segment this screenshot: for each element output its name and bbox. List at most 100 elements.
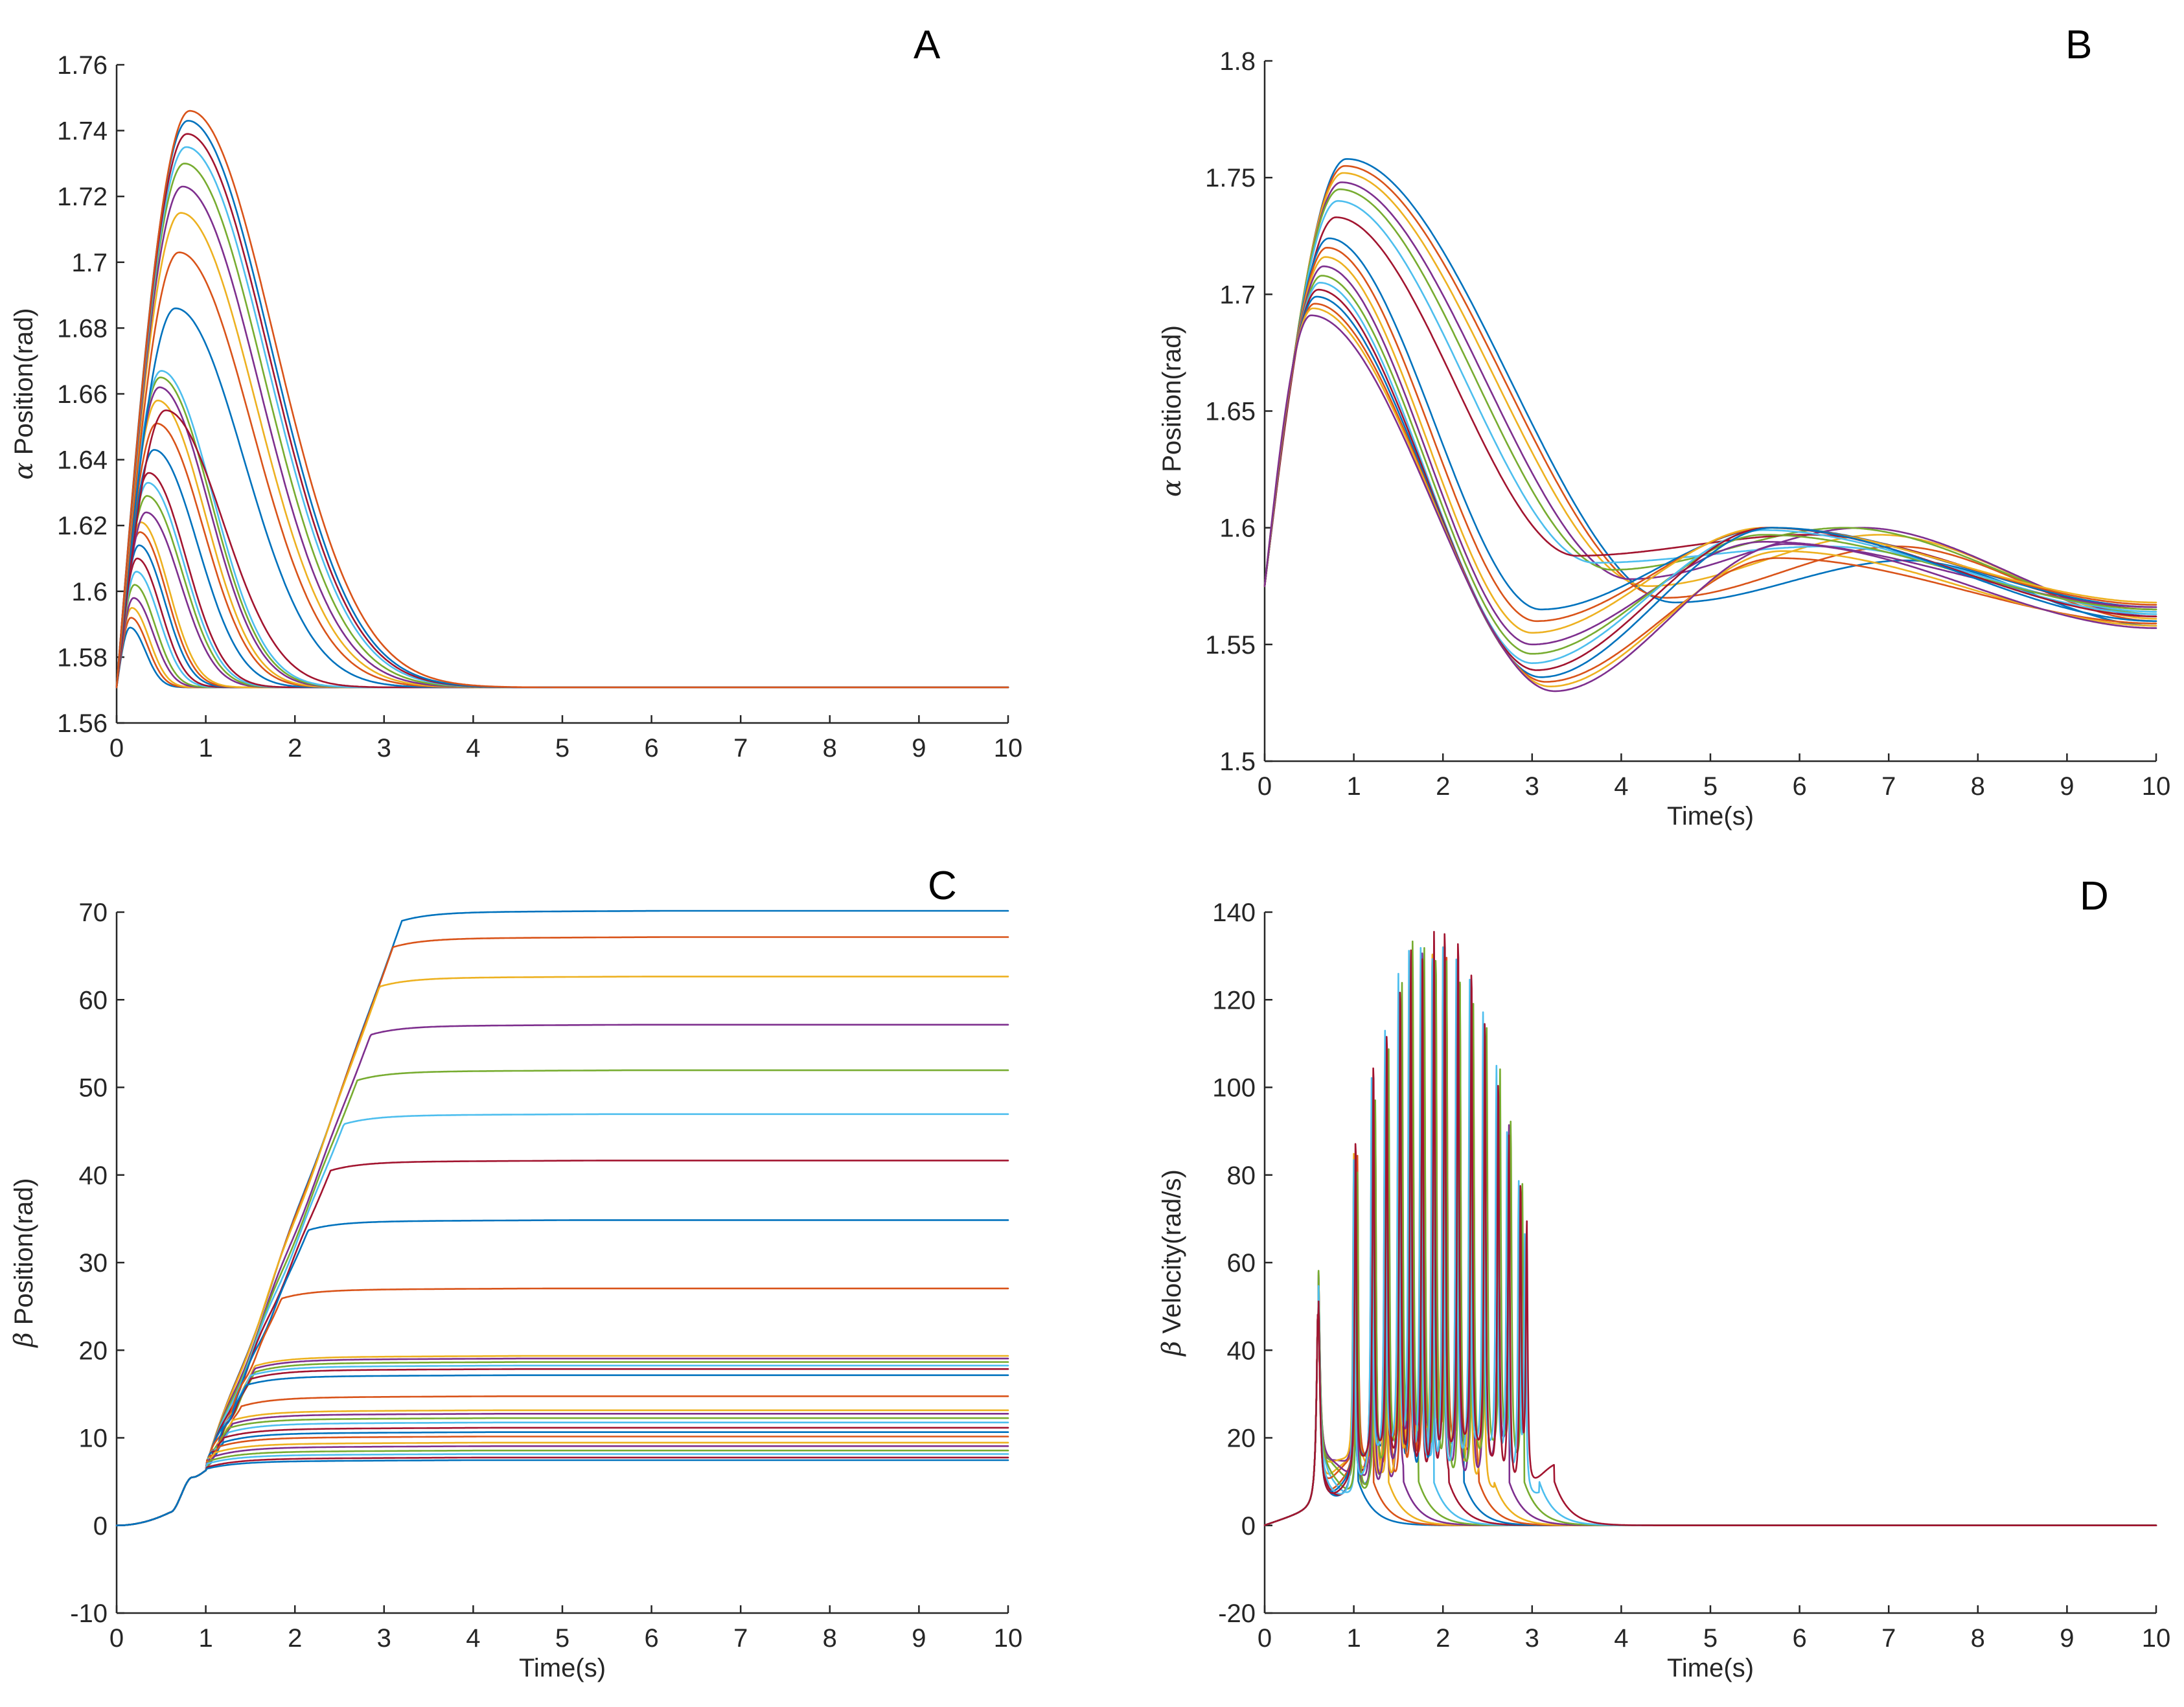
x-tick-label: 3	[1525, 1624, 1539, 1653]
y-tick-label: 20	[79, 1336, 108, 1365]
y-tick-label: 40	[1227, 1336, 1256, 1365]
x-tick-label: 9	[2060, 772, 2074, 801]
y-axis-symbol: β	[9, 1332, 39, 1348]
y-axis-symbol: α	[9, 462, 39, 479]
x-tick-label: 0	[1258, 772, 1272, 801]
y-axis-text: Position(rad)	[1158, 325, 1186, 479]
alpha-series-line	[115, 607, 1009, 689]
y-tick-label: 1.56	[57, 709, 108, 738]
x-axis-label: Time(s)	[519, 1654, 606, 1682]
x-tick-label: 5	[555, 1624, 569, 1653]
alpha-series-line	[115, 626, 1009, 689]
beta-position-series-line	[115, 1024, 1009, 1527]
x-tick-label: 2	[1436, 1624, 1450, 1653]
y-tick-label: 50	[79, 1074, 108, 1103]
alpha-series-line	[1263, 282, 2157, 664]
y-tick-label: 1.66	[57, 380, 108, 409]
panel-a-alpha-position: 0 1 2 3 4 5 6 7 8 9 10 1.56 1.58 1.6 1.62 1.64 1.66 1.68 1…	[9, 51, 1022, 762]
x-tick-label: 6	[1792, 772, 1806, 801]
alpha-series-line	[1263, 288, 2157, 671]
y-tick-label: 1.76	[57, 51, 108, 80]
beta-position-series-line	[115, 1431, 1009, 1527]
y-tick-label: 1.8	[1219, 47, 1256, 76]
y-axis-label: α Position(rad)	[9, 308, 39, 480]
x-tick-label: 7	[1881, 1624, 1896, 1653]
x-tick-label: 8	[823, 734, 837, 762]
alpha-series-line	[115, 109, 1009, 689]
y-tick-label: 1.65	[1205, 398, 1256, 426]
alpha-series-line	[115, 399, 1009, 689]
x-tick-label: 1	[198, 734, 213, 762]
y-tick-label: 1.58	[57, 643, 108, 672]
x-tick-label: 7	[733, 1624, 748, 1653]
x-tick-label: 10	[2142, 1624, 2171, 1653]
panel-b-alpha-position: 0 1 2 3 4 5 6 7 8 9 10 1.5 1.55 1.6 1.65 1.7 1.75 1.8 α Po…	[1157, 47, 2170, 831]
y-axis-label: α Position(rad)	[1157, 325, 1187, 497]
beta-position-series-line	[115, 1426, 1009, 1527]
alpha-series-line	[1263, 256, 2157, 634]
y-axis-label: β Position(rad)	[9, 1178, 39, 1349]
alpha-series-line	[115, 584, 1009, 689]
x-tick-label: 0	[1258, 1624, 1272, 1653]
y-tick-label: 100	[1212, 1074, 1256, 1103]
alpha-series-line	[1263, 303, 2157, 683]
beta-position-series-line	[115, 1395, 1009, 1527]
x-tick-label: 9	[912, 734, 926, 762]
beta-position-series-line	[115, 1368, 1009, 1527]
alpha-series-line	[115, 422, 1009, 689]
beta-position-series-line	[115, 1361, 1009, 1527]
y-tick-label: 80	[1227, 1162, 1256, 1190]
y-tick-label: 1.74	[57, 117, 108, 146]
beta-position-series-line	[115, 1456, 1009, 1527]
alpha-series-line	[115, 376, 1009, 689]
beta-position-series-line	[115, 1413, 1009, 1527]
alpha-series-line	[1263, 165, 2157, 623]
beta-position-series-line	[115, 1409, 1009, 1527]
beta-position-series-line	[115, 1453, 1009, 1527]
y-axis-text: Position(rad)	[10, 308, 38, 463]
x-tick-label: 3	[1525, 772, 1539, 801]
x-tick-label: 6	[644, 734, 658, 762]
alpha-series-line	[115, 146, 1009, 689]
y-tick-label: 0	[1241, 1512, 1256, 1541]
beta-position-series-line	[115, 1357, 1009, 1527]
y-tick-label: 1.55	[1205, 631, 1256, 659]
beta-position-series-line	[115, 1445, 1009, 1527]
x-tick-label: 7	[733, 734, 748, 762]
beta-position-series-line	[115, 1160, 1009, 1527]
x-tick-label: 2	[288, 734, 302, 762]
x-tick-label: 3	[377, 1624, 391, 1653]
alpha-series-line	[115, 481, 1009, 689]
alpha-series-line	[115, 521, 1009, 689]
x-axis-label: Time(s)	[1667, 802, 1754, 831]
x-tick-label: 4	[1614, 772, 1628, 801]
beta-position-series-line	[115, 1441, 1009, 1527]
x-tick-label: 5	[1703, 772, 1718, 801]
beta-position-series-line	[115, 1449, 1009, 1527]
x-tick-label: 2	[288, 1624, 302, 1653]
y-tick-label: 1.68	[57, 314, 108, 343]
beta-position-series-line	[115, 1287, 1009, 1527]
panel-label-b: B	[2065, 23, 2092, 67]
alpha-series-line	[1263, 181, 2157, 617]
x-tick-label: 6	[644, 1624, 658, 1653]
x-tick-label: 1	[1346, 772, 1361, 801]
alpha-series-line	[115, 472, 1009, 689]
y-tick-label: 1.62	[57, 512, 108, 540]
x-tick-label: 7	[1881, 772, 1896, 801]
y-tick-label: 70	[79, 899, 108, 927]
x-tick-label: 6	[1792, 1624, 1806, 1653]
x-tick-label: 1	[198, 1624, 213, 1653]
y-axis-text: Velocity(rad/s)	[1158, 1169, 1186, 1341]
x-tick-label: 9	[912, 1624, 926, 1653]
x-tick-label: 0	[109, 734, 124, 762]
x-tick-label: 10	[2142, 772, 2171, 801]
y-axis-label: β Velocity(rad/s)	[1157, 1169, 1187, 1357]
x-tick-label: 0	[109, 1624, 124, 1653]
y-tick-label: 60	[1227, 1249, 1256, 1277]
y-tick-label: 140	[1212, 899, 1256, 927]
y-tick-label: 40	[79, 1162, 108, 1190]
x-tick-label: 5	[555, 734, 569, 762]
